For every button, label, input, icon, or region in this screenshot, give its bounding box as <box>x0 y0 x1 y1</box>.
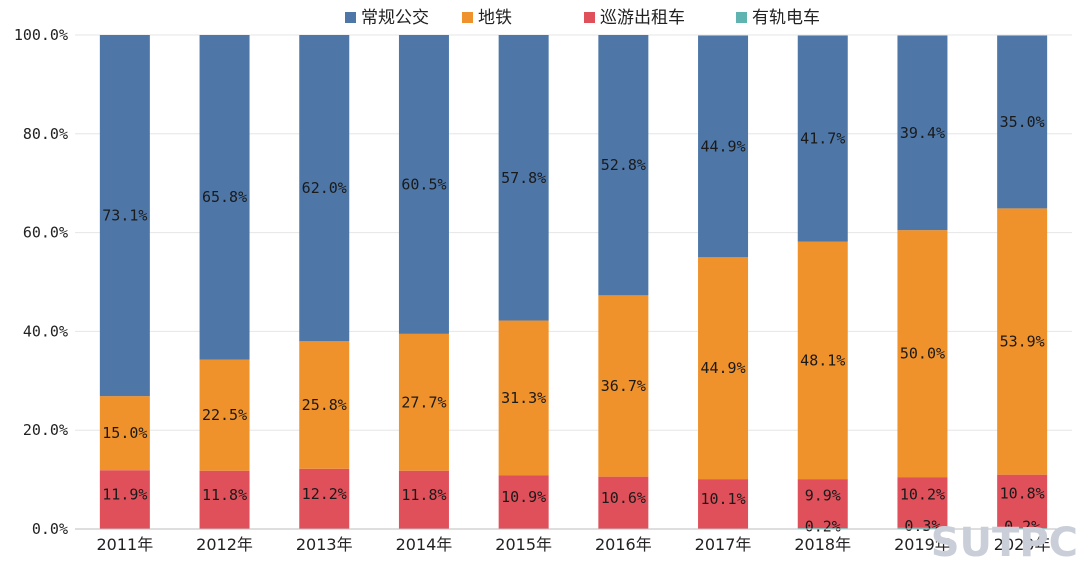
bar-segment <box>299 341 350 469</box>
bar-segment <box>897 230 948 478</box>
bar-segment <box>598 35 649 296</box>
data-label: 73.1% <box>102 207 147 225</box>
bar-segment <box>797 241 848 480</box>
legend: 常规公交 地铁 巡游出租车 有轨电车 <box>345 8 820 28</box>
legend-swatch <box>736 12 747 23</box>
x-tick-label: 2014年 <box>396 535 453 554</box>
bar-segment <box>99 470 150 529</box>
data-label: 48.1% <box>800 351 845 369</box>
data-label: 31.3% <box>501 389 546 407</box>
data-label: 10.8% <box>1000 484 1045 502</box>
data-label: 10.6% <box>601 489 646 507</box>
bar-segment <box>598 476 649 529</box>
data-label: 22.5% <box>202 406 247 424</box>
data-label: 41.7% <box>800 129 845 147</box>
data-labels: 73.1% 15.0% 11.9% 65.8% 22.5% 11.8% 62.0% 25.8%… <box>102 113 1044 536</box>
x-tick-label: 2013年 <box>296 535 353 554</box>
data-label: 60.5% <box>401 175 446 193</box>
data-label: 65.8% <box>202 188 247 206</box>
y-tick-label: 0.0% <box>32 520 68 538</box>
x-tick-label: 2015年 <box>495 535 552 554</box>
bar-segment <box>797 479 848 529</box>
bar-segment <box>199 470 250 529</box>
data-label: 10.9% <box>501 488 546 506</box>
bar-segment <box>698 35 749 258</box>
bar-segment <box>299 35 350 342</box>
legend-label: 地铁 <box>478 8 512 28</box>
x-tick-label: 2016年 <box>595 535 652 554</box>
legend-label: 有轨电车 <box>752 8 820 28</box>
data-label: 44.9% <box>700 359 745 377</box>
bar-segment <box>398 333 449 471</box>
y-tick-label: 60.0% <box>23 224 68 242</box>
data-label: 0.2% <box>1004 518 1040 536</box>
bar-segment <box>199 359 250 471</box>
bar-segment <box>797 35 848 242</box>
bar-segment <box>997 474 1048 529</box>
bar-segment <box>498 35 549 321</box>
data-label: 10.2% <box>900 485 945 503</box>
data-label: 44.9% <box>700 137 745 155</box>
bar-segment <box>99 396 150 471</box>
bar-segment <box>698 257 749 480</box>
y-tick-label: 20.0% <box>23 421 68 439</box>
bar-segment <box>398 35 449 334</box>
data-label: 27.7% <box>401 393 446 411</box>
bars <box>99 35 1048 529</box>
data-label: 11.8% <box>202 486 247 504</box>
data-label: 50.0% <box>900 345 945 363</box>
data-label: 35.0% <box>1000 113 1045 131</box>
bar-segment <box>897 35 948 231</box>
data-label: 9.9% <box>805 487 841 505</box>
x-tick-label: 2020年 <box>994 535 1051 554</box>
bar-segment <box>398 470 449 529</box>
x-tick-label: 2017年 <box>695 535 752 554</box>
bar-segment <box>997 35 1048 209</box>
axes: 0.0% 20.0% 40.0% 60.0% 80.0% 100.0% 2011年 2012年… <box>14 26 1072 554</box>
x-tick-label: 2011年 <box>96 535 153 554</box>
y-tick-label: 80.0% <box>23 125 68 143</box>
bar-segment <box>698 479 749 529</box>
data-label: 12.2% <box>302 485 347 503</box>
legend-swatch <box>584 12 595 23</box>
bar-segment <box>598 295 649 477</box>
legend-swatch <box>345 12 356 23</box>
data-label: 15.0% <box>102 424 147 442</box>
data-label: 39.4% <box>900 124 945 142</box>
data-label: 0.2% <box>805 518 841 536</box>
legend-swatch <box>462 12 473 23</box>
data-label: 25.8% <box>302 396 347 414</box>
data-label: 10.1% <box>700 490 745 508</box>
bar-segment <box>199 35 250 360</box>
data-label: 53.9% <box>1000 333 1045 351</box>
data-label: 36.7% <box>601 377 646 395</box>
bar-segment <box>498 320 549 476</box>
data-label: 11.8% <box>401 486 446 504</box>
bar-segment <box>897 527 948 529</box>
data-label: 11.9% <box>102 486 147 504</box>
data-label: 0.3% <box>904 517 940 535</box>
y-tick-label: 100.0% <box>14 26 68 44</box>
legend-label: 巡游出租车 <box>600 8 685 28</box>
data-label: 57.8% <box>501 169 546 187</box>
legend-label: 常规公交 <box>361 8 429 28</box>
data-label: 62.0% <box>302 179 347 197</box>
data-label: 52.8% <box>601 156 646 174</box>
bar-segment <box>498 475 549 529</box>
x-tick-label: 2012年 <box>196 535 253 554</box>
watermark-text: SUTPC <box>931 520 1078 561</box>
y-tick-label: 40.0% <box>23 322 68 340</box>
bar-segment <box>299 468 350 529</box>
x-tick-label: 2019年 <box>894 535 951 554</box>
x-tick-label: 2018年 <box>794 535 851 554</box>
bar-segment <box>897 477 948 528</box>
bar-segment <box>997 208 1048 475</box>
bar-segment <box>99 35 150 397</box>
